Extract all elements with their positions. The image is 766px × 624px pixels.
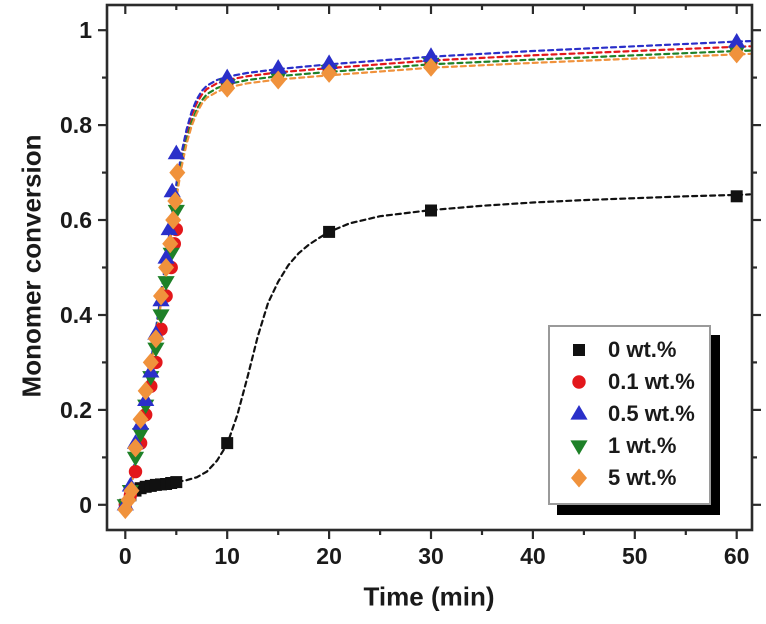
- diamond-marker-icon: [321, 63, 338, 83]
- diamond-marker-icon: [158, 258, 175, 277]
- x-tick-label: 20: [316, 543, 342, 569]
- y-axis-title: Monomer conversion: [16, 134, 47, 398]
- diamond-marker-icon: [117, 500, 134, 520]
- triangle-up-marker-icon: [269, 59, 287, 74]
- diamond-marker-icon: [169, 163, 186, 183]
- series-markers-4: [117, 44, 745, 520]
- triangle-down-marker-icon: [132, 428, 150, 443]
- legend-label: 0 wt.%: [608, 337, 677, 362]
- y-tick-label: 0.8: [60, 112, 92, 138]
- x-tick-label: 30: [418, 543, 444, 569]
- x-tick-label: 0: [119, 543, 132, 569]
- triangle-up-marker-icon: [167, 144, 185, 160]
- triangle-down-marker-icon: [167, 204, 185, 220]
- legend-marker-cell: [550, 370, 608, 394]
- x-tick-label: 60: [724, 543, 750, 569]
- diamond-marker-icon: [162, 234, 179, 254]
- diamond-marker-icon: [142, 352, 159, 372]
- diamond-legend-marker-icon: [571, 468, 587, 488]
- x-tick-label: 50: [622, 543, 648, 569]
- diamond-marker-icon: [167, 191, 184, 211]
- x-axis-title: Time (min): [363, 581, 495, 612]
- legend-label: 1 wt.%: [608, 433, 677, 458]
- square-marker-icon: [323, 225, 336, 238]
- legend-marker-cell: [550, 466, 608, 490]
- triangle-up-marker-icon: [728, 33, 746, 48]
- legend-label: 5 wt.%: [608, 465, 677, 490]
- legend-item-3: 1 wt.%: [550, 430, 709, 462]
- square-marker-icon: [221, 437, 234, 450]
- triangle-up-marker-icon: [157, 249, 175, 264]
- legend-item-0: 0 wt.%: [550, 334, 709, 366]
- triangle-up-marker-icon: [218, 68, 236, 84]
- triangle-down-marker-icon: [126, 451, 145, 467]
- legend-item-2: 0.5 wt.%: [550, 398, 709, 430]
- legend-item-4: 5 wt.%: [550, 462, 709, 494]
- fit-line-3: [124, 49, 752, 506]
- fit-line-0: [127, 193, 752, 502]
- square-marker-icon: [730, 190, 743, 203]
- x-tick-label: 40: [520, 543, 546, 569]
- diamond-marker-icon: [728, 44, 745, 64]
- legend-marker-cell: [550, 434, 608, 458]
- diamond-marker-icon: [127, 438, 144, 458]
- diamond-marker-icon: [165, 210, 182, 230]
- y-tick-label: 0: [79, 492, 92, 518]
- diamond-marker-icon: [132, 409, 149, 429]
- triangle-up-marker-icon: [320, 54, 338, 69]
- diamond-marker-icon: [137, 381, 154, 401]
- diamond-marker-icon: [123, 481, 140, 501]
- triangle-down-marker-icon: [152, 309, 170, 324]
- legend-label: 0.5 wt.%: [608, 401, 695, 426]
- triangle-up-marker-icon: [422, 47, 440, 62]
- diamond-marker-icon: [153, 286, 169, 306]
- diamond-marker-icon: [423, 57, 439, 77]
- diamond-marker-icon: [147, 329, 164, 349]
- legend-item-1: 0.1 wt.%: [550, 366, 709, 398]
- y-tick-labels: 0 0.2 0.4 0.6 0.8 1: [60, 17, 92, 518]
- triangle-down-marker-icon: [157, 276, 175, 291]
- y-tick-label: 0.2: [60, 397, 92, 423]
- triangle-down-marker-icon: [147, 342, 165, 358]
- square-legend-marker-icon: [573, 344, 585, 356]
- y-tick-label: 0.6: [60, 207, 92, 233]
- circle-legend-marker-icon: [572, 375, 586, 389]
- x-tick-labels: 0 10 20 30 40 50 60: [119, 543, 750, 569]
- square-marker-icon: [425, 204, 437, 217]
- y-tick-label: 0.4: [60, 302, 92, 328]
- circle-marker-icon: [128, 464, 143, 479]
- y-tick-label: 1: [79, 17, 92, 43]
- triangle-down-legend-marker-icon: [570, 440, 588, 455]
- legend: 0 wt.% 0.1 wt.% 0.5 wt.% 1 wt.% 5 wt.%: [548, 325, 711, 505]
- triangle-up-legend-marker-icon: [570, 405, 588, 420]
- x-tick-label: 10: [214, 543, 240, 569]
- axis-ticks: [98, 5, 761, 539]
- legend-label: 0.1 wt.%: [608, 369, 695, 394]
- legend-marker-cell: [550, 338, 608, 362]
- diamond-marker-icon: [270, 70, 287, 90]
- legend-marker-cell: [550, 402, 608, 426]
- square-marker-icon: [170, 476, 183, 489]
- triangle-up-marker-icon: [160, 220, 178, 236]
- diamond-marker-icon: [219, 78, 236, 98]
